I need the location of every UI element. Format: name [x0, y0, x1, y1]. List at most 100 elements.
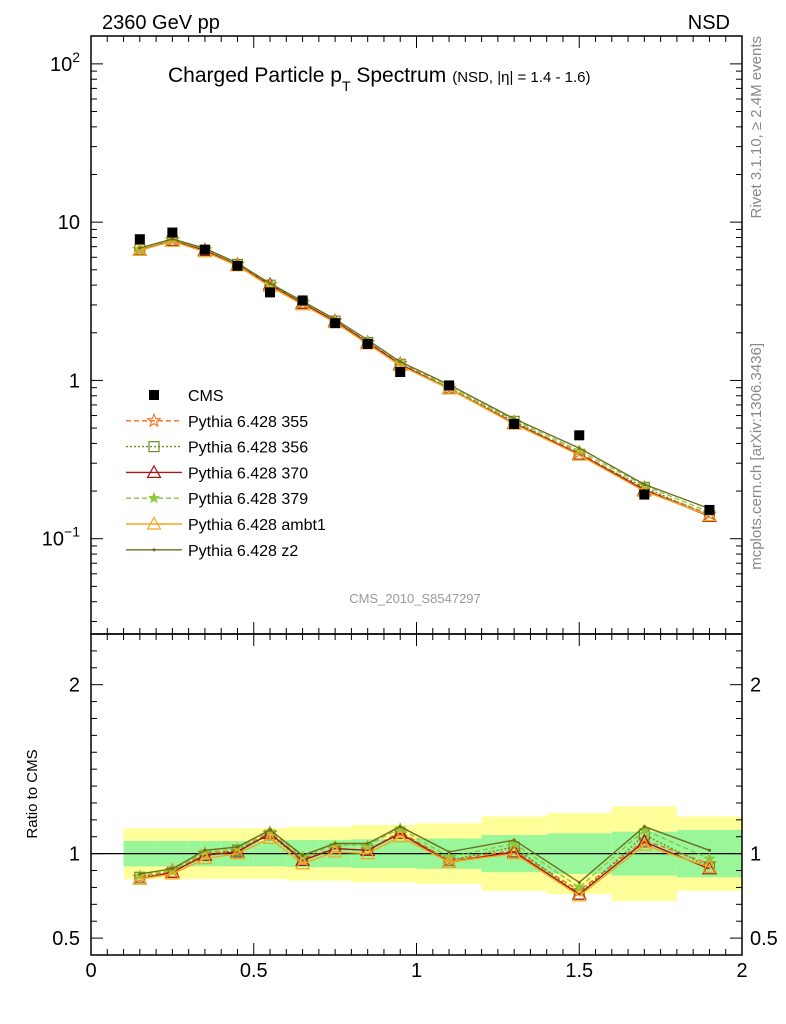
ratio-series-line [139, 832, 710, 896]
chart-title-main: Charged Particle p [168, 64, 342, 87]
chart-title-rest: Spectrum [351, 64, 447, 87]
chart-title: Charged Particle pT Spectrum (NSD, |η| = … [168, 64, 590, 94]
legend-label: Pythia 6.428 379 [188, 491, 308, 508]
legend-label: Pythia 6.428 ambt1 [188, 517, 326, 534]
ratio-y-tick-label-right: 0.5 [750, 928, 778, 950]
y-tick-label: 10−1 [42, 524, 80, 551]
series-point [138, 246, 142, 250]
ratio-series-point [327, 840, 343, 855]
ratio-y-tick-label-right: 2 [750, 675, 761, 697]
y-tick-label: 102 [50, 49, 80, 76]
ratio-series-line [139, 825, 710, 884]
ratio-y-tick-label-right: 1 [750, 844, 761, 866]
ratio-series-point [642, 825, 646, 829]
data-point [265, 287, 276, 298]
series-point [573, 444, 586, 456]
ratio-plot-area [91, 806, 742, 902]
data-point [639, 489, 650, 500]
ratio-y-axis: 0.5 0.5 1 1 2 2 [52, 650, 778, 950]
x-tick-label: 1.5 [565, 960, 593, 982]
ratio-ylabel: Ratio to CMS [24, 749, 41, 838]
legend-item-2: Pythia 6.428 370 [126, 464, 308, 482]
data-point [134, 234, 145, 245]
ratio-series-point [636, 834, 652, 848]
ratio-series-line [139, 835, 710, 897]
chart-title-sub: T [342, 78, 351, 94]
legend-label: Pythia 6.428 356 [188, 440, 308, 457]
ratio-series-point [197, 850, 213, 865]
ratio-frame [90, 633, 743, 956]
legend-item-4: Pythia 6.428 ambt1 [126, 516, 326, 534]
x-tick-label: 2 [736, 960, 747, 982]
ratio-series-point [577, 880, 581, 884]
legend-item-0: Pythia 6.428 355 [126, 412, 308, 431]
ratio-series-point [203, 848, 207, 852]
series-point [577, 446, 581, 450]
data-point [704, 504, 715, 515]
legend-item-cms: CMS [149, 388, 224, 405]
chart-title-suffix: (NSD, |η| = 1.4 - 1.6) [452, 69, 590, 86]
ratio-y-tick-label: 1 [69, 844, 80, 866]
ratio-series-line [139, 827, 710, 889]
header-left: 2360 GeV pp [102, 12, 220, 34]
data-point [395, 367, 406, 378]
legend-marker [146, 412, 162, 428]
ratio-series-point [327, 844, 343, 858]
data-point [574, 430, 585, 441]
legend-item-1: Pythia 6.428 356 [126, 440, 308, 457]
legend-marker [146, 516, 162, 530]
ratio-series-point [506, 845, 522, 860]
ratio-series-point [197, 847, 213, 861]
legend-item-5: Pythia 6.428 z2 [126, 543, 298, 560]
legend-label: Pythia 6.428 z2 [188, 543, 298, 560]
data-series-cms [134, 227, 715, 515]
data-point [297, 295, 308, 306]
series-point [170, 237, 174, 241]
data-point [330, 318, 341, 329]
legend-marker [146, 464, 162, 478]
ratio-series-point [164, 866, 180, 880]
ratio-series-point [447, 850, 451, 854]
ratio-series-point [707, 848, 712, 852]
data-point [232, 260, 243, 271]
ratio-series-point [506, 844, 522, 858]
y-tick-label-exp: −1 [64, 524, 80, 540]
ratio-series-4 [132, 829, 717, 902]
data-point [362, 338, 373, 349]
legend-label: Pythia 6.428 355 [188, 414, 308, 431]
x-tick-label: 0 [85, 960, 96, 982]
series-point [571, 447, 587, 461]
ratio-series-point [398, 825, 402, 829]
ratio-series-point [229, 845, 246, 860]
y-tick-label-base: 10 [50, 54, 72, 76]
series-point [642, 482, 646, 486]
ratio-series-point [441, 854, 457, 868]
data-point [199, 244, 210, 255]
ratio-y-tick-label: 0.5 [52, 928, 80, 950]
legend-label: Pythia 6.428 370 [188, 465, 308, 482]
legend-item-3: Pythia 6.428 379 [126, 491, 308, 508]
y-tick-label-base: 10 [42, 529, 64, 551]
series-point [132, 242, 148, 256]
ratio-series-point [295, 852, 311, 866]
ratio-series-point [366, 841, 370, 846]
ratio-series-point [360, 845, 376, 860]
x-tick-label: 1 [411, 960, 422, 982]
series-point [398, 360, 402, 364]
ratio-series-point [571, 888, 587, 902]
ratio-series-point [300, 853, 305, 857]
legend-label: CMS [188, 388, 224, 405]
ratio-series-5 [138, 825, 712, 884]
ratio-series-point [132, 871, 148, 885]
legend-marker [148, 441, 160, 453]
series-point [268, 281, 272, 285]
rivet-label: Rivet 3.1.10, ≥ 2.4M events [748, 36, 765, 219]
ratio-series-point [138, 872, 142, 876]
header-right: NSD [688, 12, 730, 34]
series-line [139, 238, 710, 510]
y-tick-label: 1 [69, 370, 80, 392]
ratio-series-point [229, 844, 246, 858]
